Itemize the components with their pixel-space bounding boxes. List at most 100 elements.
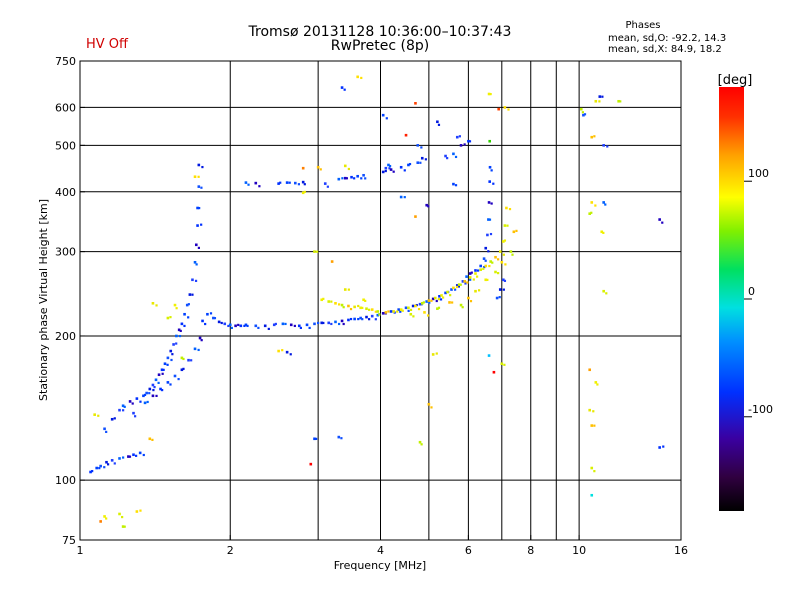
data-point bbox=[431, 297, 435, 301]
data-point bbox=[439, 298, 443, 301]
data-point bbox=[590, 211, 593, 214]
data-point bbox=[424, 158, 427, 161]
data-point bbox=[464, 282, 467, 285]
data-point bbox=[364, 299, 367, 302]
data-point bbox=[594, 99, 598, 103]
data-point bbox=[512, 230, 516, 234]
data-point bbox=[459, 144, 463, 147]
data-point bbox=[142, 453, 145, 457]
data-point bbox=[487, 354, 491, 357]
data-point bbox=[244, 323, 248, 327]
data-point bbox=[345, 177, 348, 180]
data-point bbox=[343, 164, 347, 168]
data-point bbox=[294, 181, 297, 185]
data-point bbox=[581, 111, 584, 114]
data-point bbox=[583, 113, 587, 116]
data-point bbox=[343, 88, 346, 91]
data-point bbox=[330, 260, 334, 263]
data-point bbox=[381, 312, 385, 315]
data-point bbox=[590, 424, 594, 427]
data-point bbox=[128, 455, 132, 458]
data-point bbox=[197, 185, 201, 188]
data-point bbox=[340, 303, 344, 307]
data-point bbox=[617, 99, 620, 103]
data-point bbox=[206, 312, 209, 316]
data-point bbox=[488, 165, 492, 169]
data-point bbox=[423, 311, 426, 314]
x-tick-label: 1 bbox=[77, 544, 84, 557]
data-point bbox=[194, 243, 198, 247]
data-point bbox=[223, 322, 227, 326]
data-point bbox=[234, 324, 237, 328]
data-point bbox=[121, 515, 124, 519]
data-point bbox=[455, 284, 459, 287]
data-point bbox=[196, 224, 199, 227]
data-point bbox=[217, 320, 221, 324]
data-point bbox=[347, 288, 350, 291]
data-point bbox=[357, 317, 360, 321]
data-point bbox=[428, 301, 431, 304]
data-point bbox=[602, 201, 605, 204]
chart-title-line1: Tromsø 20131128 10:36:00–10:37:43 bbox=[248, 24, 512, 40]
data-point bbox=[131, 402, 134, 405]
data-point bbox=[392, 310, 395, 313]
data-point bbox=[489, 92, 492, 96]
data-point bbox=[594, 381, 598, 384]
data-point bbox=[500, 260, 504, 264]
data-point bbox=[316, 321, 320, 325]
data-point bbox=[175, 307, 178, 310]
data-point bbox=[437, 123, 441, 126]
data-point bbox=[187, 316, 190, 319]
data-point bbox=[468, 140, 472, 143]
data-point bbox=[588, 212, 591, 215]
data-point bbox=[97, 414, 100, 417]
data-point bbox=[155, 394, 158, 398]
data-point bbox=[455, 285, 459, 289]
data-point bbox=[600, 230, 604, 234]
data-point bbox=[502, 278, 505, 282]
data-point bbox=[420, 443, 423, 446]
data-point bbox=[340, 319, 344, 323]
data-point bbox=[258, 185, 261, 188]
data-point bbox=[384, 311, 388, 314]
data-point bbox=[488, 218, 492, 221]
data-point bbox=[437, 306, 441, 309]
data-point bbox=[313, 322, 316, 326]
data-point bbox=[110, 417, 114, 421]
data-point bbox=[484, 246, 488, 250]
data-point bbox=[503, 363, 506, 366]
data-point bbox=[197, 246, 200, 249]
data-point bbox=[121, 525, 125, 528]
data-point bbox=[508, 207, 512, 211]
data-point bbox=[135, 397, 139, 400]
data-point bbox=[594, 204, 597, 207]
data-point bbox=[468, 272, 472, 275]
data-point bbox=[452, 182, 455, 186]
data-point bbox=[437, 298, 440, 301]
data-point bbox=[322, 297, 325, 300]
data-point bbox=[658, 446, 661, 449]
data-point bbox=[106, 463, 110, 466]
data-point bbox=[370, 308, 374, 311]
data-point bbox=[503, 279, 507, 282]
data-point bbox=[103, 515, 106, 518]
data-point bbox=[507, 108, 510, 111]
data-point bbox=[365, 315, 368, 319]
data-point bbox=[477, 289, 481, 292]
data-point bbox=[579, 107, 583, 111]
colorbar bbox=[719, 87, 744, 511]
x-tick-label: 8 bbox=[527, 544, 534, 557]
data-point bbox=[404, 133, 408, 137]
data-point bbox=[308, 326, 311, 330]
data-point bbox=[431, 353, 435, 356]
data-point bbox=[198, 336, 202, 340]
data-point bbox=[374, 310, 377, 313]
y-tick-label: 400 bbox=[55, 186, 76, 199]
data-point bbox=[422, 301, 425, 304]
data-point bbox=[392, 170, 395, 173]
data-point bbox=[399, 308, 403, 311]
data-point bbox=[662, 445, 665, 448]
data-point bbox=[277, 349, 280, 353]
data-point bbox=[403, 196, 406, 199]
data-point bbox=[166, 363, 169, 366]
